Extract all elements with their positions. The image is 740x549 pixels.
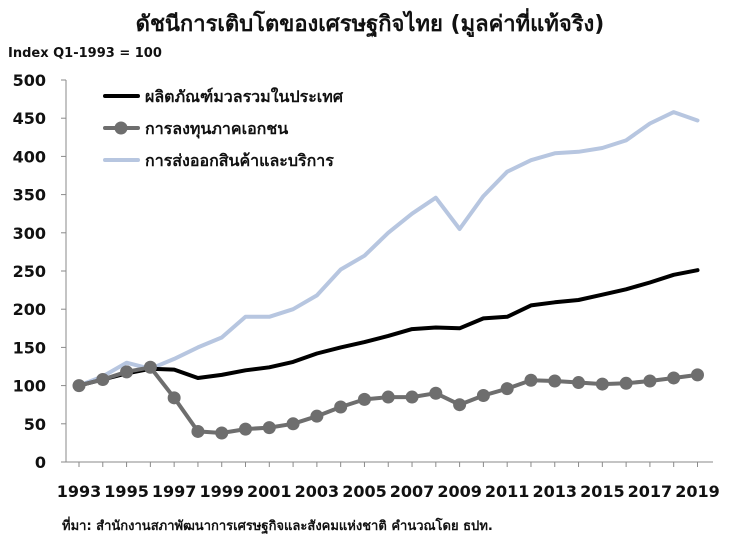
x-tick-label: 1993 bbox=[57, 482, 102, 501]
x-tick-label: 2001 bbox=[247, 482, 292, 501]
data-point bbox=[96, 372, 110, 386]
data-point bbox=[619, 376, 633, 390]
legend-item-1: ผลิตภัณฑ์มวลรวมในประเทศ bbox=[103, 87, 344, 106]
data-point bbox=[286, 417, 300, 431]
data-point bbox=[476, 389, 490, 403]
data-point bbox=[643, 374, 657, 388]
x-tick-label: 2013 bbox=[532, 482, 577, 501]
y-tick-label: 150 bbox=[13, 338, 46, 357]
data-point bbox=[500, 382, 514, 396]
x-tick-label: 2009 bbox=[437, 482, 482, 501]
x-tick-label: 2003 bbox=[295, 482, 340, 501]
data-point bbox=[310, 409, 324, 423]
y-axis-unit-label: Index Q1-1993 = 100 bbox=[8, 46, 162, 61]
y-tick-label: 100 bbox=[13, 377, 46, 396]
series-3 bbox=[77, 110, 700, 388]
legend-label: การส่งออกสินค้าและบริการ bbox=[145, 151, 334, 170]
data-point bbox=[429, 386, 443, 400]
y-tick-label: 300 bbox=[13, 224, 46, 243]
data-point bbox=[215, 426, 229, 440]
data-point bbox=[595, 377, 609, 391]
data-point bbox=[381, 390, 395, 404]
x-tick-label: 2007 bbox=[390, 482, 435, 501]
legend-label: การลงทุนภาคเอกชน bbox=[145, 119, 288, 139]
y-tick-label: 350 bbox=[13, 186, 46, 205]
data-point bbox=[357, 392, 371, 406]
series-line bbox=[77, 110, 700, 388]
y-tick-label: 250 bbox=[13, 262, 46, 281]
series-line bbox=[77, 268, 700, 388]
legend-item-2: การลงทุนภาคเอกชน bbox=[103, 119, 288, 139]
data-point bbox=[572, 376, 586, 390]
data-point bbox=[405, 390, 419, 404]
legend-item-3: การส่งออกสินค้าและบริการ bbox=[103, 151, 334, 170]
series-2 bbox=[72, 360, 704, 440]
y-tick-label: 50 bbox=[24, 415, 46, 434]
x-tick-label: 1995 bbox=[104, 482, 149, 501]
x-tick-label: 1997 bbox=[152, 482, 197, 501]
data-point bbox=[143, 360, 157, 374]
data-point bbox=[72, 379, 86, 393]
series-layer bbox=[72, 110, 704, 440]
data-point bbox=[453, 398, 467, 412]
y-tick-label: 500 bbox=[13, 71, 46, 90]
data-point bbox=[334, 400, 348, 414]
data-point bbox=[167, 391, 181, 405]
x-tick-label: 2005 bbox=[342, 482, 387, 501]
data-point bbox=[239, 422, 253, 436]
y-tick-label: 400 bbox=[13, 147, 46, 166]
x-tick-label: 2017 bbox=[628, 482, 673, 501]
data-point bbox=[524, 373, 538, 387]
legend-label: ผลิตภัณฑ์มวลรวมในประเทศ bbox=[145, 87, 344, 106]
x-tick-label: 1999 bbox=[199, 482, 244, 501]
data-point bbox=[667, 371, 681, 385]
x-tick-label: 2011 bbox=[485, 482, 530, 501]
data-point bbox=[120, 365, 134, 379]
data-point bbox=[191, 424, 205, 438]
x-tick-label: 2015 bbox=[580, 482, 625, 501]
y-tick-label: 0 bbox=[35, 453, 46, 472]
series-1 bbox=[77, 268, 700, 388]
data-point bbox=[690, 368, 704, 382]
x-tick-label: 2019 bbox=[675, 482, 720, 501]
y-tick-label: 200 bbox=[13, 300, 46, 319]
data-point bbox=[548, 374, 562, 388]
y-tick-label: 450 bbox=[13, 109, 46, 128]
chart-legend: ผลิตภัณฑ์มวลรวมในประเทศการลงทุนภาคเอกชนก… bbox=[103, 87, 344, 170]
data-point bbox=[262, 421, 276, 435]
chart-title: ดัชนีการเติบโตของเศรษฐกิจไทย (มูลค่าที่แ… bbox=[135, 12, 605, 37]
legend-marker bbox=[114, 121, 128, 135]
source-note: ที่มา: สำนักงานสภาพัฒนาการเศรษฐกิจและสัง… bbox=[62, 519, 493, 534]
